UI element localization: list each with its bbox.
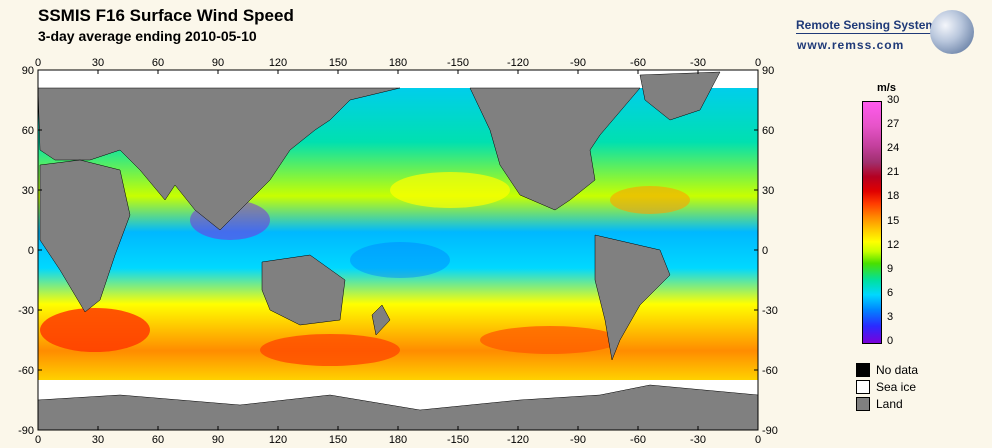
colorbar-tick-label: 0 bbox=[887, 335, 894, 347]
map-title: SSMIS F16 Surface Wind Speed bbox=[38, 6, 294, 25]
right-lat-tick-label: 60 bbox=[762, 125, 774, 137]
top-lon-tick-label: 150 bbox=[329, 57, 347, 69]
land-north-america bbox=[469, 87, 641, 211]
top-lon-tick-label: 90 bbox=[212, 57, 224, 69]
colorbar-tick-label: 9 bbox=[887, 262, 894, 275]
colorbar-tick-label: 6 bbox=[887, 286, 894, 299]
legend-swatch bbox=[856, 363, 870, 377]
bottom-lon-tick-label: 120 bbox=[269, 434, 287, 446]
right-lat-tick-label: 30 bbox=[762, 185, 774, 197]
wind-patch bbox=[610, 186, 690, 214]
bottom-lon-tick-label: -90 bbox=[570, 434, 586, 446]
land-south-america bbox=[594, 234, 671, 361]
land-australia bbox=[261, 254, 346, 326]
colorbar-tick-label: 18 bbox=[887, 190, 900, 203]
colorbar-tick-label: 15 bbox=[887, 214, 900, 227]
legend-item: Sea ice bbox=[856, 380, 916, 394]
legend-label: Sea ice bbox=[876, 380, 917, 394]
bottom-lon-tick-label: 180 bbox=[389, 434, 407, 446]
bottom-lon-tick-label: 0 bbox=[35, 434, 41, 446]
land-greenland bbox=[639, 71, 721, 121]
land-eurasia bbox=[37, 87, 401, 231]
top-lon-tick-label: -150 bbox=[447, 57, 469, 69]
left-lat-tick-label: 60 bbox=[22, 125, 34, 137]
legend-item: No data bbox=[856, 363, 918, 377]
colorbar-tick-label: 30 bbox=[887, 94, 900, 106]
top-lon-tick-label: 60 bbox=[152, 57, 164, 69]
top-lon-tick-label: 30 bbox=[92, 57, 104, 69]
map-subtitle: 3-day average ending 2010-05-10 bbox=[38, 28, 257, 44]
arctic-sea-ice bbox=[38, 70, 758, 88]
colorbar-tick-label: 24 bbox=[887, 142, 900, 155]
brand-divider bbox=[796, 33, 946, 34]
legend-swatch bbox=[856, 380, 870, 394]
land-new-zealand bbox=[371, 304, 391, 336]
bottom-lon-tick-label: -150 bbox=[447, 434, 469, 446]
wind-patch bbox=[350, 242, 450, 278]
wind-patch bbox=[390, 172, 510, 208]
brand-url: www.remss.com bbox=[797, 38, 905, 52]
top-lon-tick-label: -60 bbox=[630, 57, 646, 69]
bottom-lon-tick-label: 30 bbox=[92, 434, 104, 446]
top-lon-tick-label: -120 bbox=[507, 57, 529, 69]
top-lon-tick-label: -90 bbox=[570, 57, 586, 69]
right-lat-tick-label: 0 bbox=[762, 245, 768, 257]
left-lat-tick-label: -90 bbox=[18, 425, 34, 437]
right-lat-tick-label: -30 bbox=[762, 305, 778, 317]
bottom-lon-tick-label: 90 bbox=[212, 434, 224, 446]
left-lat-tick-label: -30 bbox=[18, 305, 34, 317]
colorbar-tick-label: 27 bbox=[887, 118, 900, 131]
colorbar-unit: m/s bbox=[877, 82, 896, 94]
top-lon-tick-label: 120 bbox=[269, 57, 287, 69]
bottom-lon-tick-label: 60 bbox=[152, 434, 164, 446]
right-lat-tick-label: 90 bbox=[762, 65, 774, 77]
brand-name: Remote Sensing Systems bbox=[796, 18, 943, 32]
colorbar-tick-label: 21 bbox=[887, 166, 900, 179]
wind-patch bbox=[260, 334, 400, 366]
bottom-lon-tick-label: 0 bbox=[755, 434, 761, 446]
left-lat-tick-label: 90 bbox=[22, 65, 34, 77]
legend-label: No data bbox=[876, 363, 919, 377]
top-lon-tick-label: 180 bbox=[389, 57, 407, 69]
wind-patch bbox=[40, 308, 150, 352]
wind-speed-colorbar bbox=[862, 101, 882, 344]
legend-label: Land bbox=[876, 397, 903, 411]
right-lat-tick-label: -90 bbox=[762, 425, 778, 437]
colorbar-tick-label: 3 bbox=[887, 310, 894, 323]
left-lat-tick-label: -60 bbox=[18, 365, 34, 377]
bottom-lon-tick-label: -60 bbox=[630, 434, 646, 446]
right-lat-tick-label: -60 bbox=[762, 365, 778, 377]
top-lon-tick-label: 0 bbox=[35, 57, 41, 69]
left-lat-tick-label: 0 bbox=[28, 245, 34, 257]
top-lon-tick-label: -30 bbox=[690, 57, 706, 69]
legend-item: Land bbox=[856, 397, 903, 411]
bottom-lon-tick-label: 150 bbox=[329, 434, 347, 446]
bottom-lon-tick-label: -120 bbox=[507, 434, 529, 446]
axis-ticks: 0 30 60 90 120 150 180 -150 -120 -90 -60 -30 0 0 30 60 9… bbox=[18, 57, 778, 446]
colorbar-tick-label: 12 bbox=[887, 238, 900, 251]
legend-swatch bbox=[856, 397, 870, 411]
globe-logo-icon bbox=[930, 10, 974, 54]
bottom-lon-tick-label: -30 bbox=[690, 434, 706, 446]
left-lat-tick-label: 30 bbox=[22, 185, 34, 197]
land-africa bbox=[39, 159, 131, 313]
wind-patch bbox=[480, 326, 620, 354]
top-lon-tick-label: 0 bbox=[755, 57, 761, 69]
